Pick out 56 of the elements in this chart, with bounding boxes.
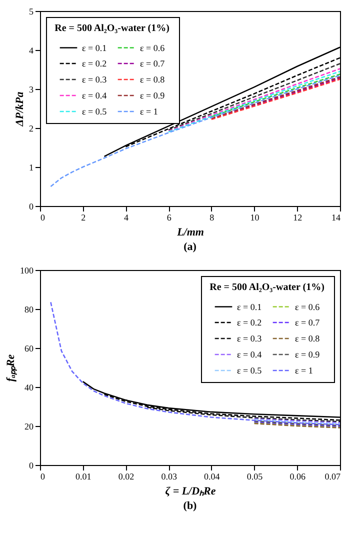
x-tick-label: 2 [81,212,86,222]
y-tick-label: 5 [29,6,34,16]
x-tick-label: 0.06 [290,472,306,482]
legend-label: ε = 0.3 [82,74,108,84]
y-tick-label: 4 [29,46,34,56]
legend-label: ε = 1 [140,106,158,116]
legend-label: ε = 0.3 [237,334,262,344]
x-tick-label: 0.02 [118,472,134,482]
y-tick-label: 2 [29,124,34,134]
legend-label: ε = 0.7 [140,58,166,68]
x-tick-label: 0.03 [161,472,178,482]
x-tick-label: 0.05 [246,472,264,482]
legend-label: ε = 0.5 [237,366,262,376]
legend-label: ε = 0.7 [295,318,320,328]
legend-label: ε = 0.4 [237,350,262,360]
y-tick-label: 20 [24,422,34,432]
x-tick-label: 0 [40,212,46,222]
x-tick-label: 4 [124,212,129,222]
legend-label: ε = 0.8 [140,74,166,84]
y-tick-label: 1 [29,162,34,172]
x-tick-label: 0 [40,472,46,482]
x-axis-title: L/mm [176,226,204,238]
legend-label: ε = 0.4 [82,90,108,100]
y-tick-label: 60 [24,344,34,354]
x-tick-label: 0.04 [204,472,220,482]
y-tick-label: 40 [24,382,34,392]
legend-title: Re = 500 Al₂O₃-water (1%) [54,23,170,34]
x-tick-label: 0.01 [75,472,92,482]
legend-label: ε = 1 [295,366,313,376]
y-tick-label: 80 [24,304,34,314]
x-tick-label: 6 [166,212,172,222]
legend-label: ε = 0.2 [82,58,107,68]
legend-label: ε = 0.8 [295,334,320,344]
legend-label: ε = 0.1 [237,302,262,312]
legend-label: ε = 0.2 [237,318,262,328]
x-tick-label: 0.07 [324,472,341,482]
legend-title: Re = 500 Al₂O₃-water (1%) [210,282,324,293]
legend-label: ε = 0.5 [82,106,108,116]
legend-label: ε = 0.6 [140,42,166,53]
text: (b) [183,500,198,512]
y-axis-title: ΔP/kPa [14,91,26,128]
legend-label: ε = 0.1 [82,42,107,53]
y-tick-label: 0 [29,460,34,470]
x-tick-label: 12 [293,212,302,222]
legend-label: ε = 0.6 [295,302,320,312]
x-tick-label: 14 [332,212,341,222]
y-tick-label: 0 [29,202,34,212]
legend-label: ε = 0.9 [140,90,166,100]
x-tick-label: 10 [250,212,260,222]
x-tick-label: 8 [210,212,215,222]
y-tick-label: 3 [29,84,34,94]
legend-label: ε = 0.9 [295,350,320,360]
text: (a) [184,241,197,253]
x-axis-title: ζ = L/DₕRe [165,486,216,498]
y-tick-label: 100 [20,266,34,276]
y-axis-title: fₐₚₚRe [5,354,17,382]
